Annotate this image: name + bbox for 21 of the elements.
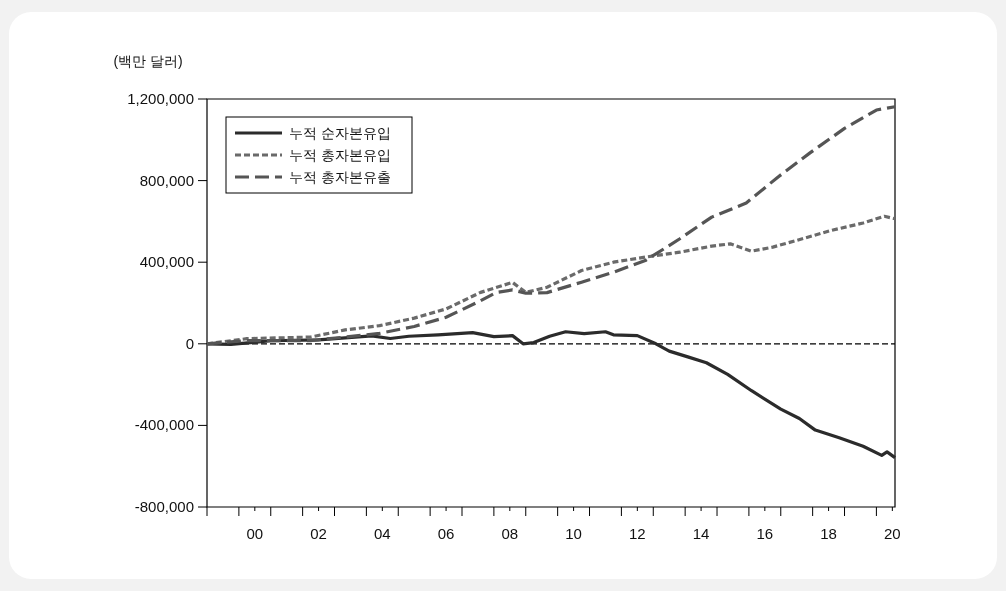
x-tick-label: 04 xyxy=(373,525,391,542)
y-tick-label: 0 xyxy=(185,334,194,352)
legend-label: 누적 총자본유출 xyxy=(289,169,391,185)
x-tick-label: 00 xyxy=(246,525,264,542)
y-tick-label: 400,000 xyxy=(139,253,194,271)
y-tick-label: -800,000 xyxy=(134,498,194,515)
y-tick-label: -400,000 xyxy=(134,416,194,434)
x-tick-label: 20 xyxy=(884,525,901,542)
x-tick-label: 14 xyxy=(692,525,710,542)
y-tick-label: 1,200,000 xyxy=(127,90,194,107)
legend-label: 누적 순자본유입 xyxy=(289,125,391,141)
x-tick-label: 10 xyxy=(565,525,582,542)
x-tick-label: 02 xyxy=(310,525,327,542)
y-tick-label: 800,000 xyxy=(139,171,194,189)
legend-label: 누적 총자본유입 xyxy=(289,147,391,163)
x-tick-label: 12 xyxy=(628,525,646,542)
x-tick-label: 18 xyxy=(820,525,837,542)
x-tick-label: 08 xyxy=(501,525,519,542)
x-tick-label: 06 xyxy=(437,525,455,542)
y-axis-title: (백만 달러) xyxy=(113,53,183,69)
x-tick-label: 16 xyxy=(756,525,774,542)
